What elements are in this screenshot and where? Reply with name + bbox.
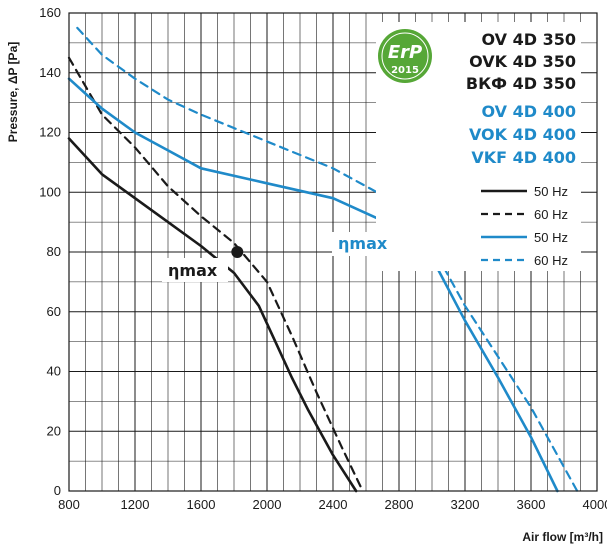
y-axis-title: Pressure, ΔP [Pa] [6,42,20,142]
y-tick-label: 60 [47,304,61,319]
eta-black-bg [162,258,228,282]
model-name: OVK 4D 350 [469,52,576,71]
legend-label: 50 Hz [534,184,568,199]
eta-blue-bg [332,232,402,256]
y-tick-labels: 0 20 40 60 80 100 120 140 160 [39,5,61,498]
model-name: VKF 4D 400 [471,148,576,167]
legend-label: 60 Hz [534,207,568,222]
y-tick-label: 0 [54,483,61,498]
erp-2015-badge: ErP 2015 [378,29,432,83]
erp-badge-year: 2015 [391,65,419,76]
x-tick-label: 1200 [121,497,150,512]
series-line-2 [67,56,364,493]
plot-frame [68,12,598,492]
x-tick-label: 2000 [253,497,282,512]
x-tick-label: 3600 [517,497,546,512]
eta-max-point [231,246,244,258]
x-tick-label: 800 [58,497,80,512]
erp-badge-text: ErP [388,42,422,63]
model-name: VOK 4D 400 [469,125,576,144]
y-tick-label: 140 [39,65,61,80]
model-name: ВКФ 4D 350 [466,74,576,93]
model-name: OV 4D 400 [481,102,576,121]
model-name: OV 4D 350 [481,30,576,49]
eta-max-label-black: ηmax [168,261,218,280]
legend-label: 50 Hz [534,230,568,245]
y-tick-label: 120 [39,125,61,140]
x-tick-label: 1600 [187,497,216,512]
y-tick-label: 80 [47,244,61,259]
series-lines [67,26,579,493]
legend: 50 Hz 60 Hz 50 Hz 60 Hz [481,184,568,268]
series-line-4 [76,26,579,493]
y-tick-label: 100 [39,184,61,199]
x-tick-label: 3200 [451,497,480,512]
y-tick-label: 40 [47,364,61,379]
series-line-1 [67,137,358,493]
legend-label: 60 Hz [534,253,568,268]
x-tick-label: 2800 [385,497,414,512]
x-tick-label: 2400 [319,497,348,512]
eta-max-label-blue: ηmax [338,234,388,253]
markers [231,246,244,258]
y-tick-label: 20 [47,423,61,438]
x-axis-title: Air flow [m³/h] [522,530,603,544]
series-line-3 [67,77,559,493]
y-tick-label: 160 [39,5,61,20]
